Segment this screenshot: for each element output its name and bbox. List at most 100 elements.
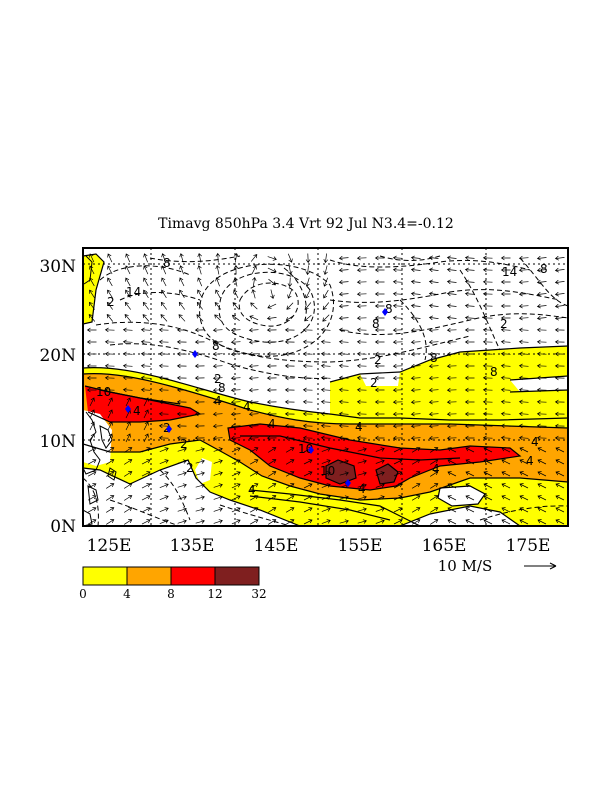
contour-label-1: 8 [163,256,171,270]
wind-vector-26 [536,255,547,261]
wind-vector-427 [464,435,475,441]
wind-vector-27 [554,255,565,261]
wind-vector-22 [464,255,475,261]
wind-vector-40 [305,265,311,276]
wind-vector-1 [89,253,95,263]
wind-vector-591 [501,507,511,513]
wind-vector-110 [106,301,113,310]
wind-vector-60 [179,277,185,287]
wind-vector-533 [430,483,439,489]
wind-vector-300 [122,387,133,393]
wind-vector-24 [500,255,511,261]
wind-vector-9 [234,252,239,263]
colorbar-tick-32: 32 [251,587,266,601]
wind-vector-265 [464,363,475,369]
wind-vector-87 [179,289,185,298]
wind-vector-246 [122,363,133,369]
wind-vector-517 [141,483,151,489]
wind-vector-289 [410,375,421,381]
wind-vector-186 [500,327,511,333]
wind-vector-105 [500,291,511,297]
wind-vector-573 [177,507,187,512]
wind-vector-570 [124,507,133,513]
wind-vector-530 [375,483,385,488]
wind-vector-554 [321,495,331,500]
wind-vector-112 [142,301,149,310]
wind-vector-72 [392,279,403,285]
wind-vector-167 [158,327,169,333]
wind-vector-269 [536,363,547,369]
wind-vector-14 [323,253,329,264]
wind-vector-370 [410,411,421,417]
wind-vector-208 [410,339,421,345]
wind-vector-476 [375,459,385,464]
wind-vector-369 [392,411,403,417]
wind-vector-209 [428,339,439,345]
wind-vector-317 [428,387,439,393]
wind-vector-566 [537,495,547,501]
wind-vector-261 [392,363,403,369]
storm-marker-3 [125,405,131,413]
wind-vector-234 [392,351,403,357]
wind-vector-271 [86,375,97,381]
wind-vector-460 [87,459,97,465]
colorbar-tick-0: 0 [79,587,87,601]
contour-label-10: 14 [502,265,517,279]
wind-vector-495 [231,471,241,477]
longitude-labels: 125E 135E 145E 155E 165E 175E [87,536,551,556]
wind-vector-75 [446,279,457,285]
wind-vector-515 [106,483,115,489]
wind-vector-381 [125,421,131,431]
wind-vector-425 [428,435,439,441]
wind-vector-17 [374,255,385,261]
wind-vector-330 [176,399,187,405]
wind-vector-90 [233,289,239,299]
contour-label-8: 2 [180,437,188,451]
wind-vector-548 [213,495,223,500]
wind-vector-3 [125,253,131,263]
wind-vector-197 [212,339,223,345]
wind-vector-272 [104,375,115,381]
wind-vector-42 [338,267,349,273]
wind-vector-403 [518,423,529,429]
wind-vector-70 [356,279,367,285]
wind-vector-111 [124,301,131,310]
lon-label-145e: 145E [254,536,299,556]
wind-vector-106 [518,291,529,297]
wind-vector-420 [338,435,349,441]
wind-vector-492 [177,471,187,476]
shade-level4-region-2 [376,464,398,484]
wind-vector-6 [179,253,184,263]
wind-vector-598 [141,519,151,525]
wind-vector-574 [195,507,205,512]
contour-label-19: 4 [526,454,534,468]
wind-vector-537 [501,483,511,489]
wind-vector-375 [500,411,511,417]
wind-vector-31 [143,265,149,275]
wind-vector-8 [215,252,221,263]
wind-vector-331 [194,399,205,405]
wind-vector-48 [446,267,457,273]
wind-vector-279 [230,375,241,381]
wind-vector-259 [356,363,367,369]
wind-vector-125 [374,303,385,309]
contour-solid-11 [249,489,421,526]
wind-vector-491 [159,471,169,477]
wind-vector-68 [323,277,329,287]
wind-vector-407 [107,433,113,443]
wind-vector-621 [555,519,565,525]
wind-vector-198 [230,339,241,345]
wind-vector-116 [214,302,222,310]
wind-vector-67 [305,277,310,287]
contour-label-29: 4 [358,482,366,496]
wind-vector-177 [338,327,349,333]
wind-vector-329 [158,399,169,405]
wind-vector-404 [536,423,547,429]
wind-vector-357 [176,411,187,417]
wind-vector-79 [518,279,529,285]
wind-vector-374 [482,411,493,417]
wind-vector-23 [482,255,493,261]
wind-vector-371 [428,411,439,417]
contour-solid-14 [375,463,399,485]
wind-vector-579 [285,507,295,513]
